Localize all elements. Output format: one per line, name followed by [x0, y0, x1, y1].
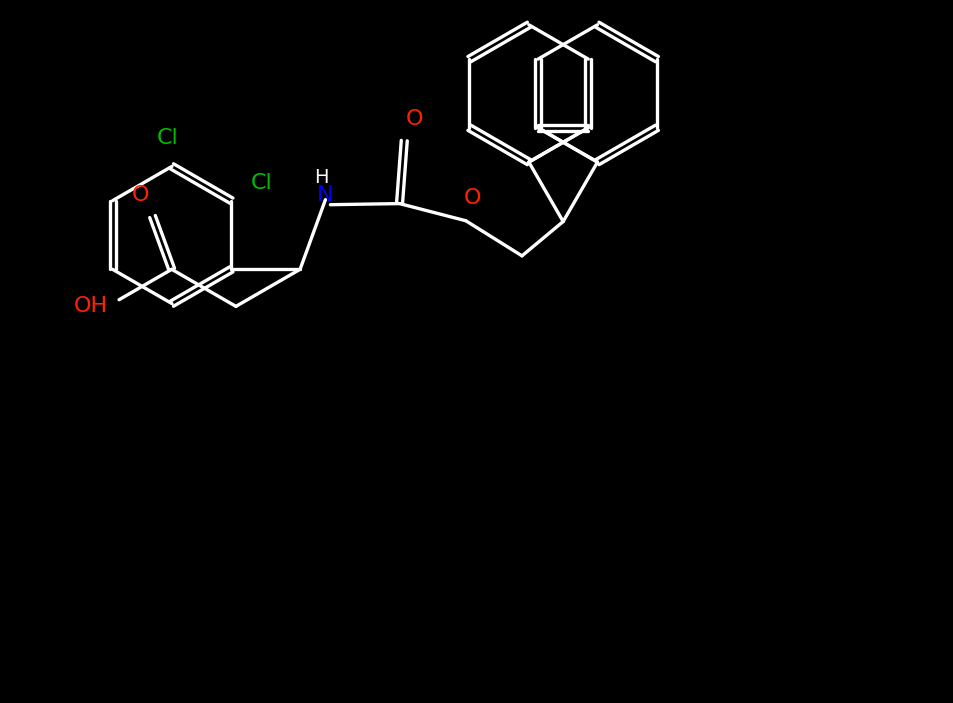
- Text: O: O: [463, 188, 481, 208]
- Text: N: N: [316, 185, 334, 205]
- Text: OH: OH: [74, 296, 108, 316]
- Text: Cl: Cl: [251, 173, 272, 193]
- Text: Cl: Cl: [157, 129, 179, 148]
- Text: O: O: [405, 108, 422, 129]
- Text: H: H: [314, 168, 329, 187]
- Text: O: O: [132, 185, 149, 205]
